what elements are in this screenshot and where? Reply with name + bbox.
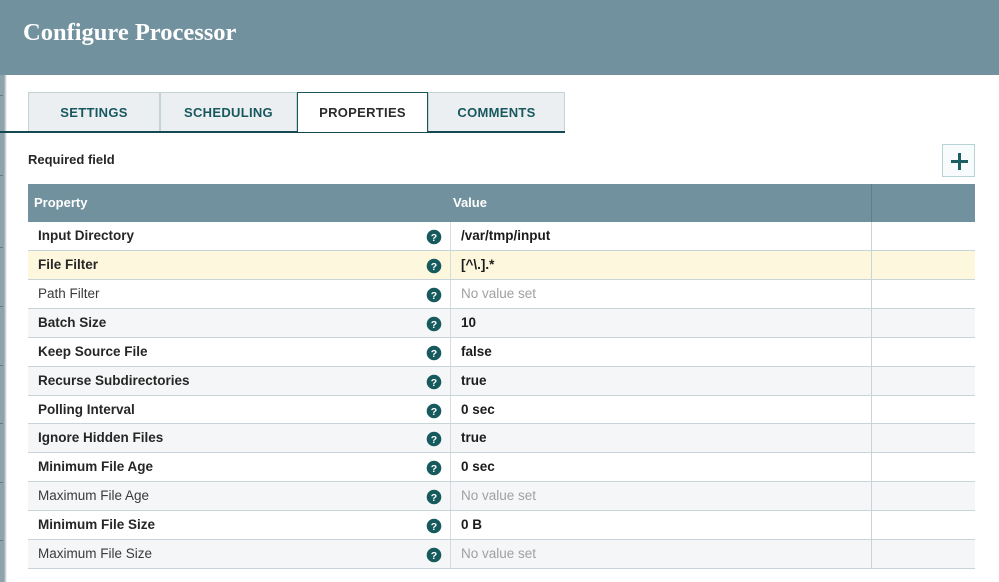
svg-text:?: ?: [431, 319, 437, 331]
svg-text:?: ?: [431, 376, 437, 388]
svg-text:?: ?: [431, 550, 437, 562]
svg-text:?: ?: [431, 463, 437, 475]
svg-text:?: ?: [431, 290, 437, 302]
svg-text:?: ?: [431, 434, 437, 446]
svg-text:?: ?: [431, 232, 437, 244]
svg-text:?: ?: [431, 347, 437, 359]
svg-text:?: ?: [431, 492, 437, 504]
svg-text:?: ?: [431, 261, 437, 273]
svg-text:?: ?: [431, 405, 437, 417]
svg-text:?: ?: [431, 521, 437, 533]
